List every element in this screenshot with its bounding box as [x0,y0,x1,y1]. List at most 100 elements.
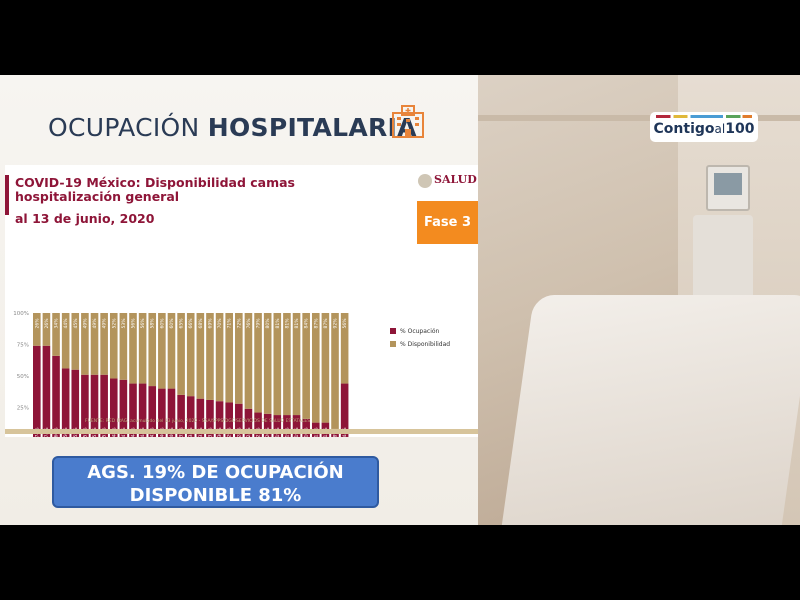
bar-availability [273,313,282,416]
bar-occupation [90,374,99,437]
bar-availability [81,313,89,375]
source-note: FUENTE: RED IRAG, acumulado del 13 junio… [85,419,311,424]
bar-occupation [119,379,128,437]
bar-availability [235,313,243,404]
data-label: 45% [73,318,79,329]
bar-availability [42,313,51,346]
data-label: 76% [246,318,252,329]
logo-text-al: al [714,122,726,136]
bar-occupation [52,355,60,437]
bar-occupation [273,415,282,437]
bar-occupation [177,394,185,437]
bar-availability [167,313,176,389]
bar-availability [196,313,205,399]
bar-availability [90,313,99,375]
data-label: 49% [102,318,108,329]
bar-availability [71,313,80,370]
data-label: 69% [207,318,213,329]
bar-availability [129,313,137,384]
bar-occupation [148,386,157,437]
logo-text: Contigo [653,121,715,137]
bar-occupation [225,402,233,437]
bar-availability [138,313,147,384]
data-label: 34% [54,318,60,329]
bar-occupation [235,403,243,437]
data-label: 81% [294,318,300,329]
data-label: 26% [34,318,40,329]
hospital-icon [392,105,424,138]
bar-occupation [244,408,253,437]
ventilator-monitor [706,165,750,211]
legend-swatch [390,328,396,334]
bar-occupation [100,374,108,437]
data-label: 56% [131,318,137,329]
bar-occupation [340,383,349,437]
headline-light: OCUPACIÓN [48,113,208,142]
data-label: 60% [169,318,175,329]
callout-line2: DISPONIBLE 81% [129,485,302,506]
accent-bar [5,175,9,215]
data-label: 81% [284,318,290,329]
y-tick-label: 50% [17,374,29,380]
bar-occupation [158,388,166,437]
data-label: 60% [159,318,165,329]
bar-availability [311,313,320,423]
y-tick-label: 25% [17,406,29,412]
bar-occupation [42,345,51,437]
data-label: 66% [188,318,194,329]
bar-availability [206,313,214,400]
data-label: 44% [63,318,69,329]
bar-occupation [33,345,41,437]
bar-occupation [167,388,176,437]
bar-occupation [283,415,291,437]
data-label: 56% [342,318,348,329]
legend-label: % Ocupación [400,328,440,335]
bar-occupation [138,383,147,437]
bar-availability [340,313,349,384]
divider [5,429,478,434]
callout-box: AGS. 19% DE OCUPACIÓN DISPONIBLE 81% [52,456,379,508]
bar-availability [254,313,262,413]
bar-availability [225,313,233,403]
chart-slide: COVID-19 México: Disponibilidad camas ho… [5,165,478,437]
bar-availability [263,313,272,414]
data-label: 70% [217,318,223,329]
monitor-screen [714,173,742,195]
y-tick-label: 100% [13,311,29,317]
logo-stripes [656,115,752,118]
legend-swatch [390,341,396,347]
bar-availability [100,313,108,375]
bar-availability [33,313,41,346]
bar-occupation [129,383,137,437]
y-tick-label: 75% [17,343,29,349]
data-label: 65% [179,318,185,329]
broadcast-frame: OCUPACIÓN HOSPITALARIA COVID-19 México: … [0,75,800,525]
bar-availability [331,313,339,429]
bar-availability [158,313,166,389]
data-label: 49% [82,318,88,329]
bar-occupation [196,398,205,437]
legend-label: % Disponibilidad [400,341,450,348]
contigo-al-100-logo: Contigoal100 [650,112,758,142]
stacked-bar-chart: 0%25%50%75%100%74%26%EDO.MEX.74%26%CD.MX… [13,311,450,437]
bar-occupation [292,415,301,437]
mexico-seal-icon [418,174,432,188]
bar-availability [52,313,60,356]
headline: OCUPACIÓN HOSPITALARIA [48,113,417,142]
callout-line1: AGS. 19% DE OCUPACIÓN [87,462,344,483]
bar-availability [292,313,301,416]
data-label: 79% [256,318,262,329]
bar-occupation [302,418,310,437]
bar-availability [244,313,253,409]
chart-subtitle: al 13 de junio, 2020 [15,211,155,226]
bar-occupation [109,378,118,437]
gas-rail [478,115,800,121]
data-label: 87% [313,318,319,329]
data-label: 80% [265,318,271,329]
bar-availability [109,313,118,379]
bar-availability [215,313,224,402]
salud-logo: SALUD [434,173,477,186]
bar-availability [283,313,291,416]
bar-availability [119,313,128,380]
data-label: 56% [140,318,146,329]
